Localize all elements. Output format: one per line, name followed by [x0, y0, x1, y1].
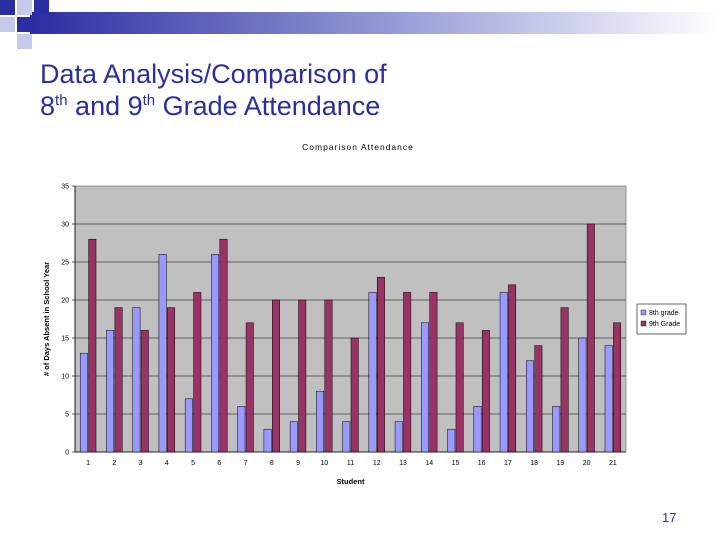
x-tick-label: 5 — [191, 460, 195, 467]
x-tick-label: 10 — [320, 460, 328, 467]
deco-square — [0, 17, 15, 32]
title-sup-2: th — [142, 92, 156, 109]
x-tick-label: 8 — [270, 460, 274, 467]
page-number: 17 — [662, 510, 677, 525]
y-tick-label: 20 — [61, 298, 69, 305]
x-tick-label: 13 — [399, 460, 407, 467]
bar-8th-grade — [79, 352, 88, 453]
x-tick-label: 18 — [530, 460, 538, 467]
title-line1: Data Analysis/Comparison of — [40, 59, 387, 89]
slide-title: Data Analysis/Comparison of 8th and 9th G… — [40, 58, 387, 122]
deco-square — [34, 0, 49, 15]
x-tick-label: 4 — [165, 460, 169, 467]
title-sup-1: th — [55, 92, 68, 109]
bar-8th-grade — [473, 406, 482, 453]
x-tick-label: 11 — [347, 460, 354, 467]
bar-8th-grade — [106, 330, 115, 453]
bar-9th-grade — [350, 337, 359, 453]
x-tick-label: 16 — [478, 460, 486, 467]
bar-8th-grade — [604, 345, 613, 453]
header-decoration — [0, 0, 720, 49]
y-tick-label: 15 — [61, 336, 69, 343]
bar-9th-grade — [403, 292, 412, 453]
bar-8th-grade — [132, 307, 141, 453]
bar-8th-grade — [447, 428, 456, 453]
x-tick-label: 6 — [217, 460, 221, 467]
bar-9th-grade — [560, 307, 569, 453]
bar-8th-grade — [342, 421, 351, 453]
bar-9th-grade — [298, 299, 307, 453]
bar-9th-grade — [193, 292, 202, 453]
bar-8th-grade — [237, 406, 246, 453]
x-tick-label: 21 — [609, 460, 617, 467]
x-tick-label: 9 — [296, 460, 300, 467]
bar-9th-grade — [508, 284, 517, 453]
bar-9th-grade — [167, 307, 175, 453]
bar-9th-grade — [586, 223, 595, 453]
y-axis-title: # of Days Absent in School Year — [42, 262, 51, 376]
bar-9th-grade — [455, 322, 464, 453]
bar-9th-grade — [481, 330, 490, 453]
bar-9th-grade — [114, 307, 123, 453]
title-rest: Grade Attendance — [155, 91, 381, 121]
bar-8th-grade — [578, 337, 587, 453]
bar-8th-grade — [289, 421, 298, 453]
y-tick-label: 5 — [65, 412, 69, 419]
bar-9th-grade — [245, 322, 254, 453]
bar-8th-grade — [421, 322, 429, 453]
x-tick-label: 20 — [583, 460, 591, 467]
x-axis-title: Student — [337, 477, 365, 486]
legend-label: 9th Grade — [649, 321, 680, 328]
y-tick-label: 10 — [61, 374, 69, 381]
legend-swatch — [640, 320, 647, 327]
x-tick-label: 17 — [504, 460, 512, 467]
x-tick-label: 7 — [244, 460, 248, 467]
bar-8th-grade — [316, 390, 325, 453]
bar-9th-grade — [88, 238, 97, 453]
x-tick-label: 12 — [373, 460, 381, 467]
bar-9th-grade — [219, 238, 228, 453]
bar-8th-grade — [368, 292, 377, 453]
legend-label: 8th grade — [649, 310, 679, 317]
bar-9th-grade — [429, 292, 438, 453]
chart-title: Comparison Attendance — [302, 142, 414, 152]
bar-8th-grade — [184, 398, 193, 453]
x-tick-label: 3 — [139, 460, 143, 467]
bar-9th-grade — [376, 276, 385, 453]
y-tick-label: 35 — [61, 184, 69, 191]
deco-square — [0, 0, 15, 15]
title-and: and 9 — [67, 91, 143, 121]
bar-9th-grade — [613, 322, 622, 453]
deco-square — [17, 17, 32, 32]
bar-8th-grade — [394, 421, 403, 453]
deco-square — [17, 34, 32, 49]
x-tick-label: 19 — [557, 460, 565, 467]
bar-8th-grade — [263, 428, 272, 453]
bar-8th-grade — [211, 254, 220, 453]
bar-8th-grade — [552, 406, 561, 453]
legend — [636, 303, 687, 335]
legend-swatch — [640, 309, 647, 316]
bar-9th-grade — [534, 345, 543, 453]
bar-9th-grade — [324, 299, 333, 453]
plot-area — [74, 185, 627, 453]
bar-9th-grade — [272, 299, 280, 453]
bar-8th-grade — [499, 292, 508, 453]
bar-9th-grade — [140, 330, 149, 453]
y-tick-label: 0 — [65, 450, 69, 457]
bar-8th-grade — [526, 360, 534, 453]
x-tick-label: 1 — [86, 460, 90, 467]
y-tick-label: 30 — [61, 222, 69, 229]
deco-square — [17, 0, 32, 15]
header-gradient-bar — [30, 12, 720, 34]
x-tick-label: 2 — [112, 460, 116, 467]
title-8: 8 — [40, 91, 56, 121]
x-tick-label: 14 — [425, 460, 433, 467]
bar-8th-grade — [158, 254, 167, 453]
y-tick-label: 25 — [61, 260, 69, 267]
x-tick-label: 15 — [452, 460, 460, 467]
